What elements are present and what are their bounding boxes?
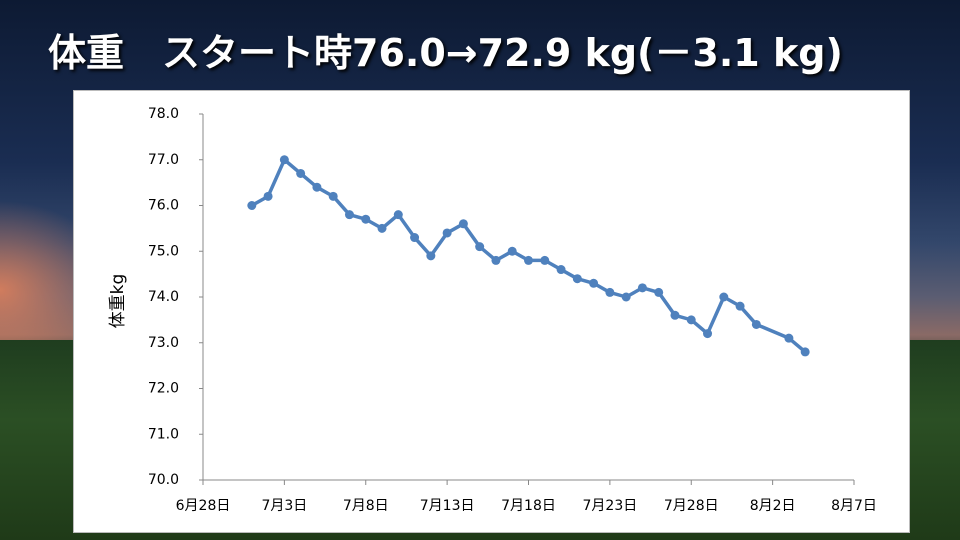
y-tick-label: 71.0 xyxy=(148,426,179,442)
y-tick-label: 72.0 xyxy=(148,381,179,397)
chart: 体重kg 70.0 71.0 72.0 73.0 74.0 75.0 76.0 77.0 78.… xyxy=(108,106,877,514)
data-point xyxy=(589,278,599,288)
data-point xyxy=(377,223,387,233)
data-point xyxy=(670,310,680,320)
x-tick-label: 7月18日 xyxy=(501,498,556,514)
data-point xyxy=(344,210,354,220)
data-point xyxy=(751,319,761,329)
data-point xyxy=(296,168,306,178)
chart-panel: 体重kg 70.0 71.0 72.0 73.0 74.0 75.0 76.0 77.0 78.… xyxy=(73,90,910,533)
data-point xyxy=(654,287,664,297)
data-point xyxy=(735,301,745,311)
x-tick-label: 8月2日 xyxy=(750,498,796,514)
data-point xyxy=(800,347,810,357)
data-point xyxy=(247,201,257,210)
data-point xyxy=(784,333,794,343)
x-tick-label: 8月7日 xyxy=(831,498,877,514)
y-tick-label: 75.0 xyxy=(148,243,179,259)
x-tick-label: 7月8日 xyxy=(343,498,389,514)
data-point xyxy=(621,292,631,302)
x-tick-label: 7月13日 xyxy=(420,498,475,514)
x-tick-label: 7月3日 xyxy=(261,498,307,514)
data-point xyxy=(279,155,289,165)
y-tick-label: 76.0 xyxy=(148,198,179,214)
data-point xyxy=(442,228,452,238)
y-tick-label: 74.0 xyxy=(148,289,179,305)
data-point xyxy=(410,233,420,243)
x-tick-label: 7月23日 xyxy=(583,498,638,514)
data-point xyxy=(507,246,517,256)
y-tick-label: 78.0 xyxy=(148,106,179,122)
y-axis-label: 体重kg xyxy=(108,274,128,329)
data-point xyxy=(686,315,696,325)
data-point xyxy=(475,242,485,252)
data-point xyxy=(524,255,533,265)
data-point xyxy=(393,210,403,220)
x-tick-label: 6月28日 xyxy=(176,498,231,514)
x-tick-label: 7月28日 xyxy=(664,498,719,514)
data-point xyxy=(637,283,647,293)
data-point xyxy=(458,219,468,229)
slide-title: 体重 スタート時76.0→72.9 kg(－3.1 kg) xyxy=(48,31,843,75)
y-tick-label: 73.0 xyxy=(148,335,179,351)
data-point xyxy=(328,191,338,201)
data-point xyxy=(703,329,713,339)
data-point xyxy=(426,251,436,261)
data-point xyxy=(572,274,582,284)
data-point xyxy=(361,214,371,224)
data-point xyxy=(719,292,729,302)
data-point xyxy=(556,265,566,275)
data-point xyxy=(491,255,501,265)
data-point xyxy=(540,255,550,265)
data-point xyxy=(312,182,322,192)
data-point xyxy=(263,191,273,201)
y-tick-label: 70.0 xyxy=(148,472,179,488)
y-tick-label: 77.0 xyxy=(148,152,179,168)
series-line xyxy=(250,158,807,354)
data-point xyxy=(605,287,615,297)
